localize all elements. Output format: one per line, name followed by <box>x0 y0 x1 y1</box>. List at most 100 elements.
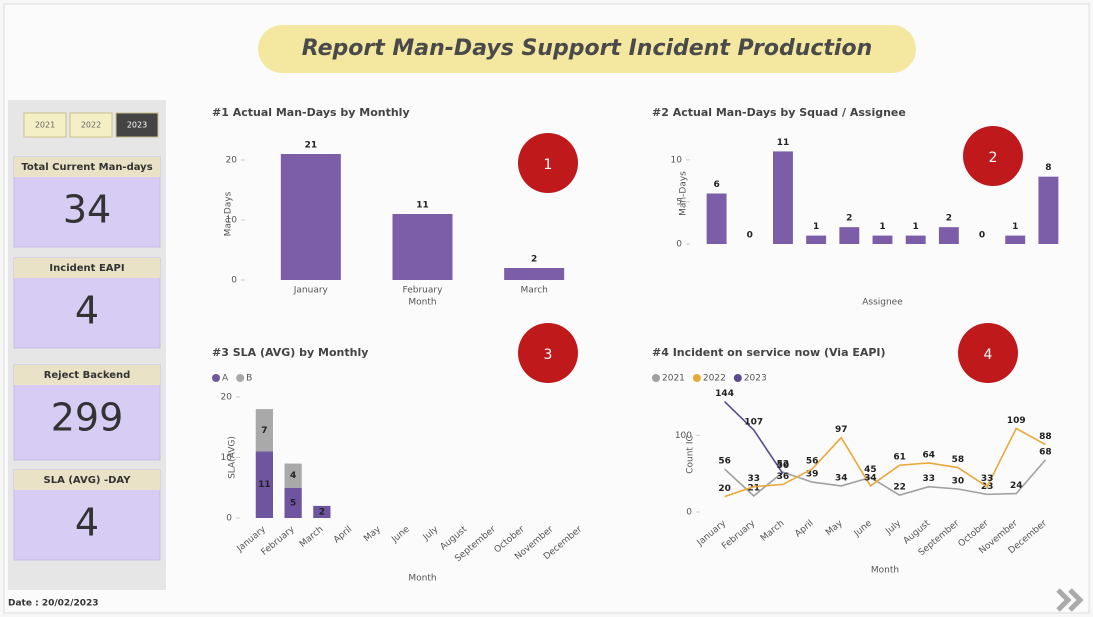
value-label: 97 <box>835 425 848 435</box>
kpi-value: 4 <box>75 289 99 333</box>
value-label: 88 <box>1039 432 1052 442</box>
marker-number: 1 <box>544 157 553 173</box>
value-label: 8 <box>1045 163 1051 173</box>
bar <box>1038 176 1059 244</box>
value-label: 52 <box>777 460 790 470</box>
chart-title: #2 Actual Man-Days by Squad / Assignee <box>652 106 906 119</box>
y-axis-label: SLA(AVG) <box>228 436 238 479</box>
value-label: 109 <box>1007 416 1026 426</box>
value-label: 68 <box>1039 447 1052 457</box>
bar <box>504 268 565 280</box>
chart-title: #1 Actual Man-Days by Monthly <box>212 106 410 119</box>
value-label: 2 <box>946 214 952 224</box>
bar <box>905 235 926 244</box>
kpi-label: Total Current Man-days <box>21 162 152 173</box>
y-tick-label: 5 <box>676 197 682 207</box>
bar <box>773 151 793 244</box>
value-label: 0 <box>747 231 753 241</box>
page-title: Report Man-Days Support Incident Product… <box>302 36 873 61</box>
value-label: 1 <box>1012 222 1018 232</box>
y-tick-label: 0 <box>226 514 232 524</box>
value-label: 1 <box>913 222 919 232</box>
legend-label[interactable]: 2021 <box>662 374 685 384</box>
x-axis-label: Month <box>871 566 899 576</box>
legend-swatch <box>692 374 701 382</box>
line-series <box>724 401 784 475</box>
frame <box>3 3 1090 614</box>
kpi-header <box>14 258 160 278</box>
value-label: 2 <box>846 214 852 224</box>
kpi-label: SLA (AVG) -DAY <box>44 475 132 486</box>
value-label: 21 <box>747 483 760 493</box>
value-label: 45 <box>864 465 877 475</box>
value-label: 11 <box>777 138 790 148</box>
value-label: 11 <box>416 201 429 211</box>
bar <box>1005 235 1026 244</box>
kpi-value: 4 <box>75 501 99 545</box>
value-label: 64 <box>922 450 935 460</box>
legend-label[interactable]: 2023 <box>744 374 767 384</box>
legend-swatch <box>212 374 220 382</box>
bar-segment <box>284 463 302 488</box>
x-tick-label: February <box>403 286 444 296</box>
line-series <box>724 427 1046 498</box>
legend-swatch <box>733 374 742 382</box>
year-label: 2022 <box>81 121 101 130</box>
year-label: 2021 <box>35 121 55 130</box>
y-axis-label: Man-Days <box>224 191 234 236</box>
value-label: 36 <box>777 472 790 482</box>
x-axis-label: Month <box>408 298 436 308</box>
marker-circle <box>518 133 578 193</box>
marker-number: 2 <box>989 150 998 166</box>
kpi-value: 34 <box>63 188 111 232</box>
y-tick-label: 10 <box>671 155 683 165</box>
value-label: 11 <box>258 480 271 490</box>
arrow-chevron <box>1068 588 1084 612</box>
legend-label[interactable]: 2022 <box>703 374 726 384</box>
y-axis-label: Count IC <box>686 435 696 474</box>
value-label: 22 <box>893 483 906 493</box>
y-tick-label: 20 <box>226 156 238 166</box>
value-label: 4 <box>290 471 296 481</box>
value-label: 33 <box>981 474 994 484</box>
kpi-cards: Total Current Man-days 34 Incident EAPI 4 Re… <box>13 156 161 561</box>
bar <box>839 227 860 244</box>
charts: #1 Actual Man-Days by Monthly Man-Days Mon… <box>212 106 1059 584</box>
year-button[interactable] <box>23 112 67 138</box>
title-pill <box>258 25 916 73</box>
line-series <box>724 459 1047 497</box>
value-label: 144 <box>715 389 734 399</box>
y-tick-label: 0 <box>231 276 237 286</box>
value-label: 0 <box>979 231 985 241</box>
bar <box>392 214 453 280</box>
x-tick-label: January <box>293 286 329 296</box>
value-label: 7 <box>261 426 267 436</box>
bar <box>872 235 893 244</box>
value-label: 56 <box>806 457 819 467</box>
bar <box>806 235 827 244</box>
year-button[interactable] <box>115 112 159 138</box>
bar-segment <box>313 505 331 518</box>
y-tick-label: 100 <box>675 431 692 441</box>
bar-segment <box>284 487 302 518</box>
value-label: 33 <box>747 474 760 484</box>
value-label: 5 <box>290 498 296 508</box>
bar-segment <box>255 409 273 452</box>
bar <box>280 154 341 280</box>
year-label: 2023 <box>127 121 147 130</box>
x-axis-label: Month <box>408 574 436 584</box>
value-label: 33 <box>922 474 935 484</box>
y-tick-label: 20 <box>221 393 233 403</box>
legend-label[interactable]: A <box>222 374 229 384</box>
kpi-label: Reject Backend <box>44 370 131 381</box>
value-label: 20 <box>718 484 731 494</box>
legend-label[interactable]: B <box>246 374 252 384</box>
marker-circle <box>958 323 1018 383</box>
value-label: 34 <box>835 473 848 483</box>
marker-number: 4 <box>984 347 993 363</box>
x-axis-label: Assignee <box>862 298 903 308</box>
next-arrow[interactable] <box>1056 588 1084 612</box>
kpi-label: Incident EAPI <box>49 263 124 274</box>
value-label: 1 <box>813 222 819 232</box>
year-button[interactable] <box>69 112 113 138</box>
